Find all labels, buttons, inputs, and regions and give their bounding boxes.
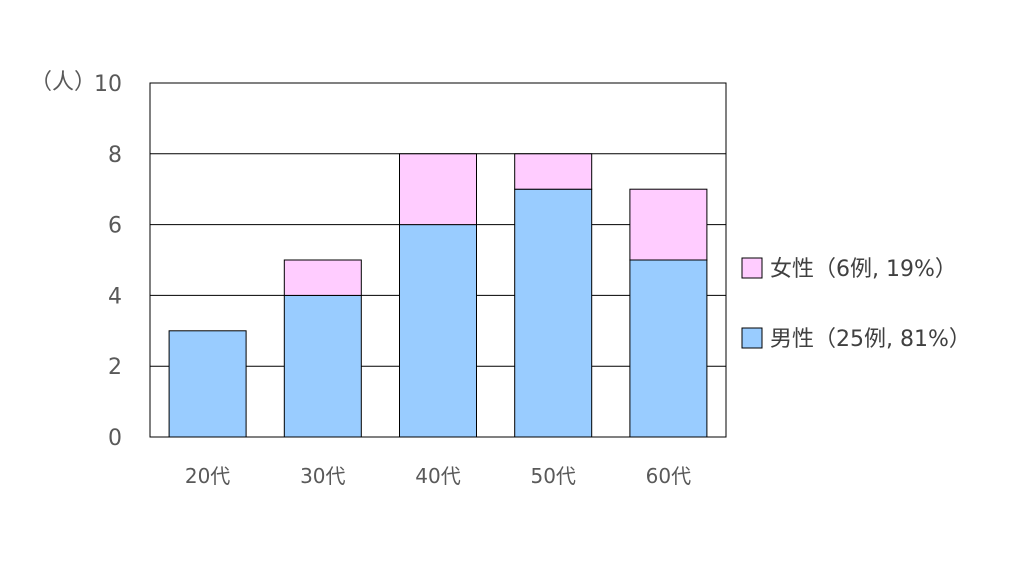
- bar-segment-male-1: [283, 294, 362, 438]
- bar-segment-female-2: [399, 153, 477, 226]
- x-tick-label: 60代: [646, 464, 691, 488]
- y-tick-label: 4: [108, 284, 122, 309]
- x-tick-label: 30代: [300, 464, 345, 488]
- legend-label: 女性（6例, 19%）: [770, 257, 957, 282]
- x-tick-label: 50代: [530, 464, 575, 488]
- bar-segment-female-4: [629, 188, 708, 261]
- x-tick-label: 20代: [185, 464, 230, 488]
- x-axis-ticks: 20代 30代 40代 50代 60代: [185, 464, 691, 488]
- legend-label: 男性（25例, 81%）: [770, 327, 971, 352]
- bar-segment-female-3: [514, 153, 593, 190]
- bar-segment-male-4: [629, 259, 708, 438]
- bar-segment-male-2: [399, 224, 477, 438]
- legend-swatch: [741, 257, 763, 279]
- plot-area-frame: [149, 82, 727, 438]
- bar-segment-male-3: [514, 188, 593, 438]
- x-tick-label: 40代: [415, 464, 460, 488]
- y-tick-label: 10: [94, 72, 122, 97]
- y-tick-label: 6: [108, 214, 122, 239]
- bars: [168, 153, 708, 438]
- bar-segment-male-0: [168, 330, 247, 438]
- bar-segment-female-1: [283, 259, 362, 296]
- y-axis-ticks: 0 2 4 6 8 10: [94, 72, 122, 451]
- y-axis-unit-label: （人）: [30, 70, 96, 95]
- legend-swatch: [741, 327, 763, 349]
- y-tick-label: 2: [108, 355, 122, 380]
- y-tick-label: 0: [108, 426, 122, 451]
- y-tick-label: 8: [108, 143, 122, 168]
- legend: 女性（6例, 19%） 男性（25例, 81%）: [741, 257, 971, 352]
